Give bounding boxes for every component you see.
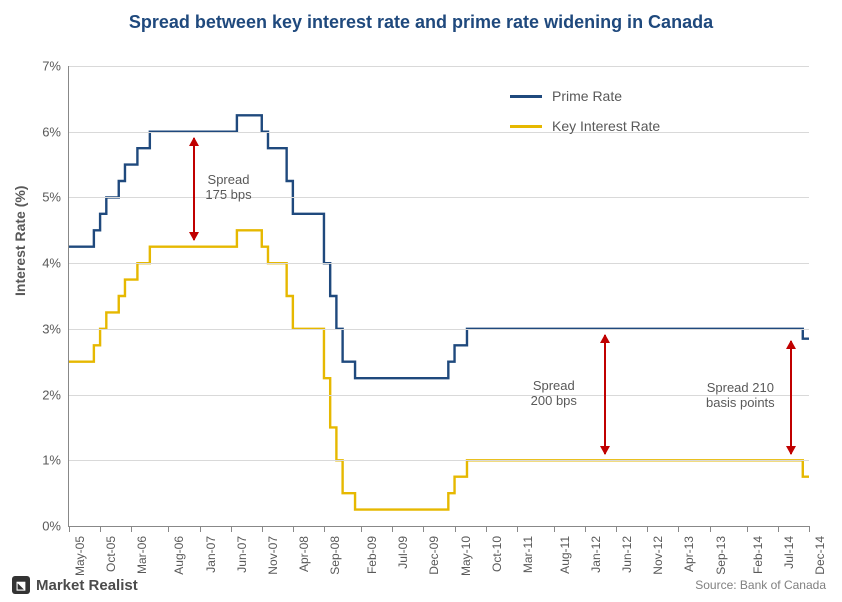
x-tick-label: Jul-14 — [782, 536, 796, 569]
y-tick-label: 7% — [42, 59, 69, 74]
y-tick-label: 0% — [42, 519, 69, 534]
legend: Prime Rate Key Interest Rate — [510, 88, 660, 148]
x-tick — [168, 526, 169, 532]
x-tick-label: Nov-07 — [266, 536, 280, 575]
x-tick — [131, 526, 132, 532]
x-tick-label: Oct-05 — [104, 536, 118, 572]
x-tick-label: Jul-09 — [396, 536, 410, 569]
x-tick — [361, 526, 362, 532]
spread-annotation: Spread200 bps — [514, 379, 594, 409]
x-tick — [200, 526, 201, 532]
x-tick-label: Feb-14 — [751, 536, 765, 574]
gridline — [69, 66, 809, 67]
x-tick — [455, 526, 456, 532]
x-tick — [747, 526, 748, 532]
gridline — [69, 197, 809, 198]
gridline — [69, 395, 809, 396]
x-tick — [678, 526, 679, 532]
x-tick — [262, 526, 263, 532]
y-axis-label: Interest Rate (%) — [12, 186, 28, 296]
x-tick-label: Oct-10 — [490, 536, 504, 572]
x-tick-label: Sep-08 — [328, 536, 342, 575]
x-tick-label: Sep-13 — [714, 536, 728, 575]
x-tick — [554, 526, 555, 532]
gridline — [69, 460, 809, 461]
x-tick — [69, 526, 70, 532]
x-tick — [647, 526, 648, 532]
chart-lines-svg — [69, 66, 809, 526]
x-tick-label: Aug-06 — [172, 536, 186, 575]
x-tick — [616, 526, 617, 532]
x-tick-label: Dec-09 — [427, 536, 441, 575]
x-tick — [710, 526, 711, 532]
x-tick — [324, 526, 325, 532]
gridline — [69, 132, 809, 133]
x-tick-label: Jan-07 — [204, 536, 218, 573]
chart-title: Spread between key interest rate and pri… — [0, 12, 842, 34]
series-line — [69, 230, 809, 509]
x-tick-label: Dec-14 — [813, 536, 827, 575]
gridline — [69, 263, 809, 264]
x-tick — [100, 526, 101, 532]
x-tick-label: Jun-12 — [620, 536, 634, 573]
y-tick-label: 1% — [42, 453, 69, 468]
x-tick — [423, 526, 424, 532]
x-tick-label: Aug-11 — [558, 536, 572, 574]
x-tick-label: Nov-12 — [651, 536, 665, 575]
x-tick — [231, 526, 232, 532]
chart-container: Spread between key interest rate and pri… — [0, 0, 842, 602]
gridline — [69, 329, 809, 330]
x-tick — [585, 526, 586, 532]
legend-color-line — [510, 125, 542, 128]
plot-area: 0%1%2%3%4%5%6%7%May-05Oct-05Mar-06Aug-06… — [68, 66, 809, 527]
x-tick — [486, 526, 487, 532]
y-tick-label: 5% — [42, 190, 69, 205]
x-tick — [293, 526, 294, 532]
x-tick-label: May-10 — [459, 536, 473, 576]
x-tick-label: Apr-13 — [682, 536, 696, 572]
legend-label: Prime Rate — [552, 88, 622, 104]
legend-label: Key Interest Rate — [552, 118, 660, 134]
legend-color-line — [510, 95, 542, 98]
x-tick-label: Mar-06 — [135, 536, 149, 574]
y-tick-label: 4% — [42, 256, 69, 271]
x-tick-label: Feb-09 — [365, 536, 379, 574]
x-tick — [809, 526, 810, 532]
x-tick-label: May-05 — [73, 536, 87, 576]
x-tick-label: Apr-08 — [297, 536, 311, 572]
x-tick — [392, 526, 393, 532]
x-tick — [517, 526, 518, 532]
spread-annotation: Spread 210basis points — [700, 381, 780, 411]
logo: ⬔ Market Realist — [12, 576, 138, 594]
x-tick-label: Mar-11 — [521, 536, 535, 573]
logo-mark-icon: ⬔ — [12, 576, 30, 594]
legend-row: Prime Rate — [510, 88, 660, 104]
logo-text: Market Realist — [36, 577, 138, 594]
y-tick-label: 2% — [42, 387, 69, 402]
x-tick — [778, 526, 779, 532]
y-tick-label: 3% — [42, 321, 69, 336]
x-tick-label: Jun-07 — [235, 536, 249, 573]
source-text: Source: Bank of Canada — [695, 578, 826, 592]
spread-annotation: Spread175 bps — [205, 173, 251, 203]
y-tick-label: 6% — [42, 124, 69, 139]
legend-row: Key Interest Rate — [510, 118, 660, 134]
x-tick-label: Jan-12 — [589, 536, 603, 573]
